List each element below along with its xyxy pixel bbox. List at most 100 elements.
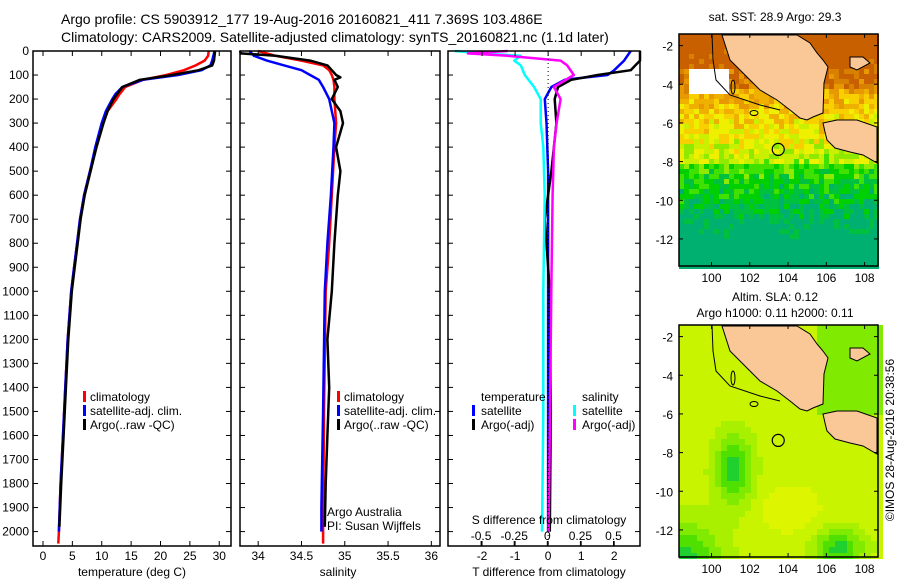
- map-cell: [734, 119, 739, 124]
- map-cell: [775, 541, 781, 547]
- map-cell: [689, 189, 694, 194]
- map-cell: [864, 204, 869, 209]
- map-cell: [877, 397, 883, 403]
- map-cell: [784, 144, 789, 149]
- map-cell: [685, 529, 691, 535]
- map-cell: [694, 169, 699, 174]
- map-cell: [694, 184, 699, 189]
- map-cell: [829, 445, 835, 451]
- map-cell: [799, 224, 804, 229]
- map-cell: [734, 79, 739, 84]
- map-cell: [817, 331, 823, 337]
- map-cell: [841, 397, 847, 403]
- map-cell: [781, 421, 787, 427]
- map-cell: [854, 224, 859, 229]
- map-cell: [763, 385, 769, 391]
- y-tick-label: 1200: [2, 332, 29, 346]
- map-cell: [744, 169, 749, 174]
- map-cell: [839, 229, 844, 234]
- map-cell: [847, 343, 853, 349]
- map-cell: [859, 523, 865, 529]
- map-cell: [694, 69, 699, 74]
- map-cell: [679, 239, 684, 244]
- map-cell: [724, 199, 729, 204]
- map-cell: [679, 445, 685, 451]
- map-cell: [835, 325, 841, 331]
- map-cell: [829, 54, 834, 59]
- map-cell: [764, 109, 769, 114]
- map-cell: [769, 433, 775, 439]
- map-cell: [865, 367, 871, 373]
- map-cell: [679, 129, 684, 134]
- map-cell: [739, 104, 744, 109]
- map-cell: [759, 149, 764, 154]
- map-cell: [679, 493, 685, 499]
- map-cell: [865, 337, 871, 343]
- map-cell: [775, 427, 781, 433]
- map-cell: [804, 239, 809, 244]
- map-cell: [694, 159, 699, 164]
- map-cell: [859, 487, 865, 493]
- map-cell: [834, 94, 839, 99]
- map-cell: [849, 204, 854, 209]
- map-cell: [699, 239, 704, 244]
- map-cell: [724, 129, 729, 134]
- map-cell: [774, 149, 779, 154]
- map-cell: [853, 469, 859, 475]
- map-cell: [847, 457, 853, 463]
- map-cell: [729, 94, 734, 99]
- map-cell: [679, 64, 684, 69]
- map-cell: [729, 119, 734, 124]
- map-cell: [724, 179, 729, 184]
- map-cell: [809, 164, 814, 169]
- map-cell: [799, 34, 804, 39]
- map-cell: [709, 373, 715, 379]
- map-cell: [794, 144, 799, 149]
- map-cell: [769, 541, 775, 547]
- map-cell: [784, 219, 789, 224]
- map-cell: [759, 144, 764, 149]
- map-cell: [859, 99, 864, 104]
- map-cell: [859, 169, 864, 174]
- map-cell: [854, 199, 859, 204]
- map-cell: [689, 49, 694, 54]
- legend-label: Argo(-adj): [481, 418, 534, 432]
- map-cell: [751, 523, 757, 529]
- map-cell: [691, 385, 697, 391]
- map-cell: [781, 481, 787, 487]
- y-tick-label: 1100: [3, 308, 29, 322]
- map-cell: [814, 184, 819, 189]
- map-cell: [704, 239, 709, 244]
- lon-tick-label: 100: [702, 562, 722, 576]
- map-cell: [697, 493, 703, 499]
- map-cell: [841, 535, 847, 541]
- map-cell: [739, 174, 744, 179]
- map-cell: [784, 129, 789, 134]
- map-cell: [679, 169, 684, 174]
- map-cell: [829, 379, 835, 385]
- map-cell: [721, 541, 727, 547]
- map-cell: [811, 469, 817, 475]
- map-cell: [819, 179, 824, 184]
- map-cell: [849, 234, 854, 239]
- map-cell: [829, 109, 834, 114]
- map-cell: [809, 149, 814, 154]
- plot-frame: [32, 50, 232, 547]
- map-cell: [694, 194, 699, 199]
- map-cell: [739, 89, 744, 94]
- map-cell: [869, 99, 874, 104]
- map-cell: [679, 535, 685, 541]
- map-cell: [829, 229, 834, 234]
- map-cell: [823, 373, 829, 379]
- map-cell: [697, 457, 703, 463]
- lat-tick-label: -2: [662, 331, 673, 345]
- map-cell: [704, 129, 709, 134]
- map-cell: [789, 149, 794, 154]
- map-cell: [824, 194, 829, 199]
- map-cell: [793, 499, 799, 505]
- map-cell: [734, 139, 739, 144]
- map-cell: [724, 254, 729, 259]
- map-cell: [781, 505, 787, 511]
- map-cell: [829, 259, 834, 264]
- map-cell: [874, 244, 879, 249]
